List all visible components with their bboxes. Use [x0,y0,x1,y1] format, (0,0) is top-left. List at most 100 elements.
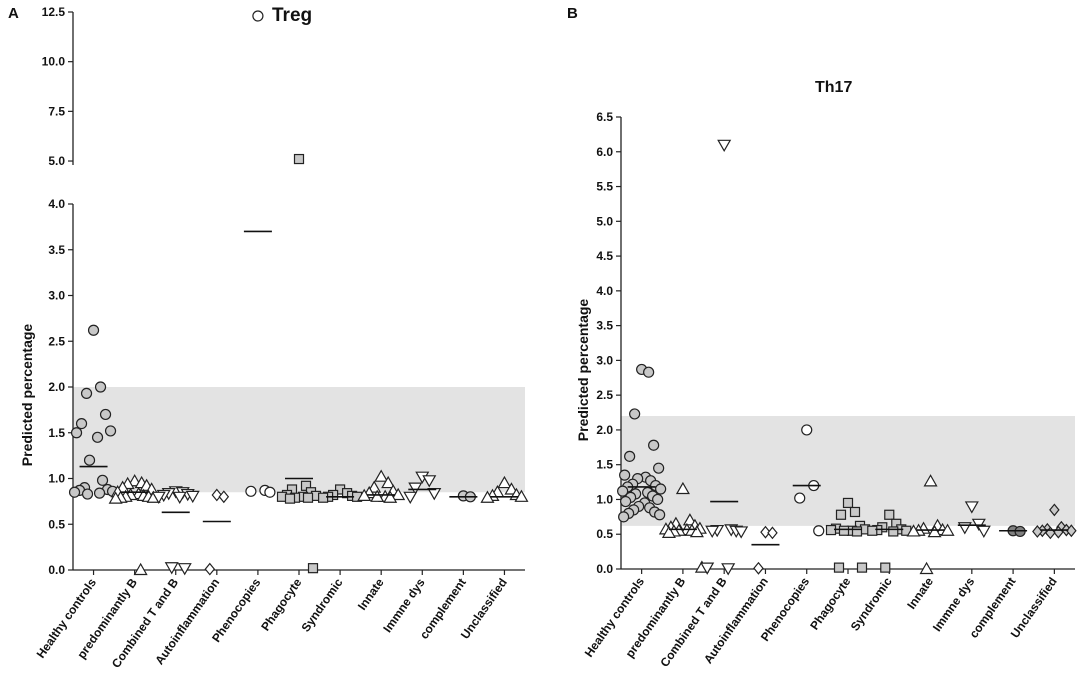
y-tick-label: 7.5 [48,104,65,118]
data-point [245,485,257,497]
panel-a-title: Treg [272,5,312,26]
series-group [617,363,667,523]
data-point [99,408,112,421]
panel-b-label: B [567,5,578,22]
y-tick-label: 6.0 [596,145,613,159]
y-tick-label: 2.5 [596,388,613,402]
data-point [794,492,806,504]
data-point [655,483,667,495]
data-point [177,563,192,576]
series-group [480,475,529,503]
data-point [661,525,676,538]
panel-b-y-axis-label: Predicted percentage [575,299,591,442]
data-point [80,387,93,400]
data-point [760,525,771,539]
data-point [93,487,106,499]
series-group [794,424,825,537]
data-point [172,491,187,505]
x-tick-label: Phagocyte [807,574,853,632]
panel-b-title: Th17 [815,79,852,96]
x-tick-label: Innate [904,574,936,611]
series-group [151,486,200,576]
data-point [923,474,938,487]
data-point [957,522,972,535]
data-point [284,493,296,504]
data-point [624,450,636,462]
y-tick-label: 2.0 [48,380,65,394]
data-point [888,526,899,537]
data-point [976,525,991,538]
data-point [643,366,655,378]
y-tick-label: 0.5 [48,517,65,531]
data-point [717,139,732,153]
data-point [211,488,223,502]
panel-a-plot: 5.0 7.5 10.0 12.5 0.0 0.5 1.0 1.5 2.0 2.5 3.0 3.5 4.… [34,5,529,671]
data-point [81,488,94,500]
data-point [652,493,664,506]
series-group [825,497,871,573]
y-tick-label: 0.0 [596,562,613,576]
data-point [302,492,314,503]
series-group [753,525,778,575]
data-point [497,475,512,489]
data-point [403,491,418,505]
series-group [68,324,119,500]
y-tick-label: 4.0 [596,284,613,298]
x-tick-label: Phagocyte [258,575,304,633]
data-point [919,561,934,575]
series-group [108,474,161,576]
data-point [104,425,117,437]
data-point [753,561,764,575]
data-point [370,489,385,502]
data-point [851,526,863,537]
y-tick-label: 3.0 [48,289,65,303]
data-point [964,501,979,514]
series-group [204,488,230,576]
series-group [276,153,322,574]
data-point [427,488,442,501]
data-point [629,408,641,420]
x-tick-label: Immne dys [930,574,978,634]
data-point [1066,524,1077,538]
data-point [204,562,216,576]
data-point [849,506,861,518]
y-tick-label: 2.0 [596,423,613,437]
panel-b-plot: 0.0 0.5 1.0 1.5 2.0 2.5 3.0 3.5 4.0 4.5 5.0 5.5 6.0 6… [582,110,1077,670]
data-point [185,490,200,504]
y-tick-label: 5.0 [596,214,613,228]
data-point [252,10,264,22]
data-point [374,469,389,482]
data-point [422,475,437,488]
y-tick-label: 2.5 [48,334,65,348]
data-point [293,153,305,165]
y-tick-label: 0.5 [596,527,613,541]
data-point [835,509,847,520]
data-point [381,475,396,489]
data-point [867,525,878,536]
y-tick-label: 1.5 [596,458,613,472]
data-point [133,562,148,576]
y-tick-label: 5.0 [48,154,65,168]
y-tick-label: 4.5 [596,249,613,263]
data-point [264,486,276,498]
y-tick-label: 1.0 [596,492,613,506]
y-tick-label: 10.0 [42,55,66,69]
y-tick-label: 3.5 [596,319,613,333]
data-point [884,509,895,520]
data-point [880,562,891,573]
data-point [151,491,166,505]
data-point [927,524,942,538]
data-point [218,490,230,504]
y-tick-label: 5.5 [596,180,613,194]
data-point [856,562,868,573]
data-point [842,497,854,509]
series-group [403,471,442,505]
data-point [70,427,83,439]
y-tick-label: 3.0 [596,353,613,367]
data-point [75,418,88,430]
data-point [91,431,104,443]
data-point [94,381,107,393]
data-point [653,462,665,474]
y-tick-label: 3.5 [48,243,65,257]
